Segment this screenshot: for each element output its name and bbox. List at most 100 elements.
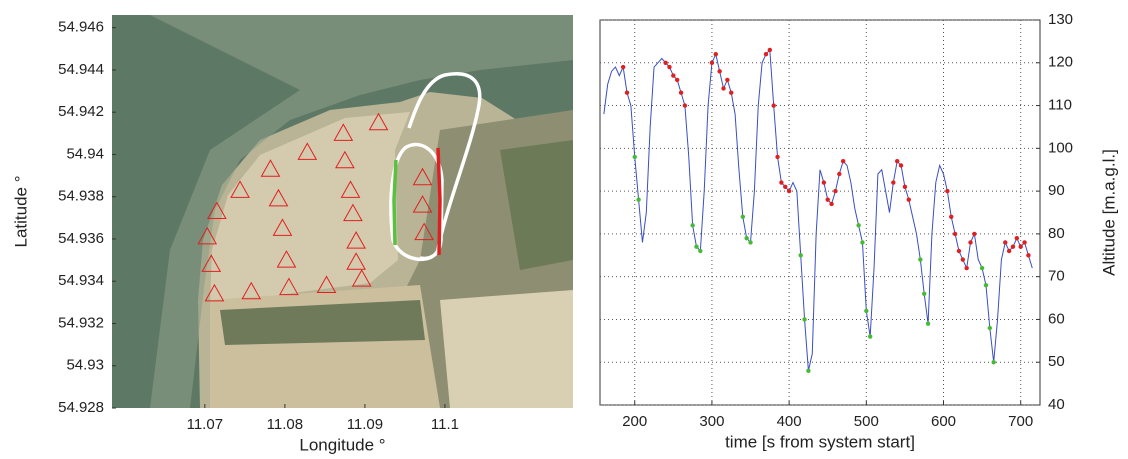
- point-marker: [949, 214, 954, 219]
- point-marker: [860, 240, 865, 245]
- point-marker: [991, 360, 996, 365]
- point-marker: [1018, 244, 1023, 249]
- point-marker: [709, 60, 715, 65]
- plot-frame: [599, 19, 1041, 406]
- point-marker: [972, 231, 977, 237]
- point-marker: [721, 86, 726, 91]
- turbine-marker: [201, 254, 222, 272]
- point-marker: [713, 52, 718, 57]
- point-marker: [867, 334, 873, 339]
- turbine-marker: [272, 218, 293, 236]
- y-tick-label: 54.932: [58, 314, 104, 331]
- x-tick-label: 11.1: [431, 416, 459, 433]
- point-marker: [925, 321, 931, 326]
- point-marker: [725, 77, 730, 83]
- turbine-marker: [268, 188, 289, 207]
- point-marker: [825, 197, 830, 202]
- point-marker: [775, 154, 780, 160]
- y-tick-label: 54.928: [58, 399, 104, 416]
- y-axis-label: Latitude °: [11, 175, 30, 247]
- x-tick-label: 300: [699, 413, 724, 430]
- turbine-marker: [230, 180, 250, 198]
- point-marker: [674, 77, 680, 83]
- y-tick-label: 60: [1048, 310, 1065, 327]
- point-marker: [1006, 248, 1012, 254]
- point-marker: [698, 248, 703, 254]
- point-marker: [987, 325, 993, 331]
- x-tick-label: 200: [622, 413, 647, 430]
- turbine-marker: [197, 226, 218, 245]
- x-tick-label: 700: [1008, 413, 1033, 430]
- point-marker: [840, 158, 846, 164]
- point-marker: [979, 265, 985, 271]
- turbine-marker: [204, 283, 225, 302]
- point-marker: [690, 223, 695, 228]
- point-marker: [829, 201, 834, 207]
- point-marker: [952, 231, 958, 237]
- turbine-marker: [351, 269, 372, 287]
- point-marker: [945, 188, 950, 194]
- turbine-marker: [368, 112, 389, 131]
- point-marker: [968, 240, 973, 245]
- y-tick-label: 90: [1048, 182, 1065, 199]
- turbine-marker: [335, 150, 355, 169]
- point-marker: [1014, 235, 1020, 241]
- x-tick-label: 400: [777, 413, 802, 430]
- point-marker: [748, 240, 753, 245]
- y-tick-label: 40: [1048, 396, 1065, 413]
- point-marker: [783, 184, 788, 190]
- turbine-marker: [412, 195, 433, 213]
- y-tick-label: 100: [1048, 139, 1073, 156]
- point-marker: [1022, 240, 1027, 245]
- turbine-marker: [260, 159, 281, 177]
- turbine-marker: [412, 167, 433, 186]
- turbine-marker: [279, 277, 299, 296]
- turbine-marker: [316, 275, 337, 293]
- point-marker: [694, 244, 699, 249]
- turbine-marker: [206, 201, 227, 219]
- y-tick-label: 120: [1048, 54, 1073, 71]
- point-marker: [663, 60, 668, 65]
- point-marker: [771, 103, 776, 108]
- point-marker: [864, 308, 869, 314]
- x-tick-label: 500: [854, 413, 879, 430]
- x-tick-label: 11.09: [347, 416, 383, 433]
- flight-segment: [392, 159, 398, 246]
- point-marker: [902, 184, 908, 190]
- turbine-marker: [343, 203, 363, 222]
- point-marker: [960, 257, 966, 262]
- y-tick-label: 54.944: [58, 61, 104, 78]
- y-axis-label: Altitude [m.a.g.l.]: [1099, 149, 1118, 276]
- y-tick-label: 80: [1048, 225, 1065, 242]
- point-marker: [956, 248, 962, 254]
- point-marker: [786, 188, 792, 194]
- point-marker: [922, 291, 927, 296]
- point-marker: [891, 180, 896, 185]
- turbine-marker: [414, 222, 434, 241]
- y-tick-label: 50: [1048, 353, 1065, 370]
- point-marker: [898, 163, 904, 168]
- point-marker: [1010, 244, 1016, 249]
- point-marker: [798, 253, 803, 258]
- point-marker: [682, 103, 688, 108]
- y-tick-label: 54.942: [58, 103, 104, 120]
- point-marker: [1003, 240, 1008, 245]
- point-marker: [833, 188, 838, 194]
- point-marker: [918, 257, 923, 262]
- x-tick-label: 11.07: [187, 416, 223, 433]
- map-image: [112, 15, 573, 408]
- y-tick-label: 70: [1048, 268, 1065, 285]
- point-marker: [802, 317, 807, 322]
- y-tick-label: 54.938: [58, 188, 104, 205]
- point-marker: [744, 235, 749, 241]
- point-marker: [779, 180, 784, 185]
- turbine-marker: [333, 123, 354, 141]
- point-marker: [671, 73, 676, 78]
- point-marker: [1026, 253, 1031, 258]
- y-tick-label: 54.936: [58, 230, 104, 247]
- point-marker: [856, 223, 861, 228]
- turbine-marker: [297, 142, 318, 160]
- point-marker: [983, 283, 989, 288]
- turbine-marker: [346, 252, 366, 270]
- point-marker: [678, 90, 684, 95]
